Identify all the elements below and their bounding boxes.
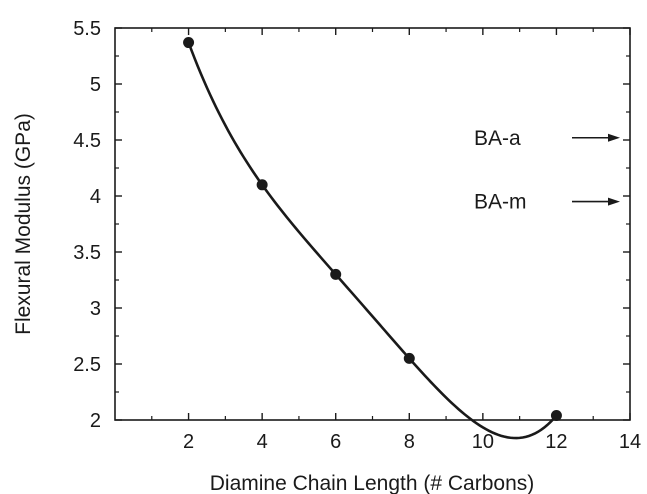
x-tick-label: 10 xyxy=(472,431,494,453)
plot-frame xyxy=(114,27,631,421)
x-tick-label: 14 xyxy=(619,431,641,453)
annotation-label: BA-m xyxy=(474,191,527,214)
y-tick-label: 3 xyxy=(90,298,101,320)
y-tick-label: 2.5 xyxy=(73,354,101,376)
x-axis-label: Diamine Chain Length (# Carbons) xyxy=(210,472,535,494)
x-tick-label: 2 xyxy=(183,431,194,453)
y-tick-label: 5.5 xyxy=(73,18,101,40)
arrow-right-icon xyxy=(608,133,620,142)
y-axis-ticks: 2 2.5 3 3.5 4 4.5 5 5.5 xyxy=(73,18,630,432)
data-point xyxy=(403,352,415,364)
x-tick-label: 6 xyxy=(330,431,341,453)
data-point xyxy=(550,410,562,422)
fit-curve xyxy=(187,42,558,440)
y-axis-label: Flexural Modulus (GPa) xyxy=(12,113,35,335)
x-tick-label: 4 xyxy=(257,431,268,453)
y-tick-label: 4 xyxy=(90,186,101,208)
data-point xyxy=(330,268,342,280)
data-point xyxy=(256,179,268,191)
annotation-label: BA-a xyxy=(474,127,521,150)
x-tick-label: 12 xyxy=(545,431,567,453)
y-tick-label: 4.5 xyxy=(73,130,101,152)
x-tick-label: 8 xyxy=(404,431,415,453)
arrow-right-icon xyxy=(608,197,620,206)
data-points xyxy=(183,37,562,422)
annotations: BA-a BA-m xyxy=(474,127,620,214)
data-point xyxy=(183,37,195,49)
x-axis-ticks: 2 4 6 8 10 12 14 xyxy=(151,28,641,453)
y-tick-label: 5 xyxy=(90,74,101,96)
y-tick-label: 3.5 xyxy=(73,242,101,264)
y-tick-label: 2 xyxy=(90,410,101,432)
